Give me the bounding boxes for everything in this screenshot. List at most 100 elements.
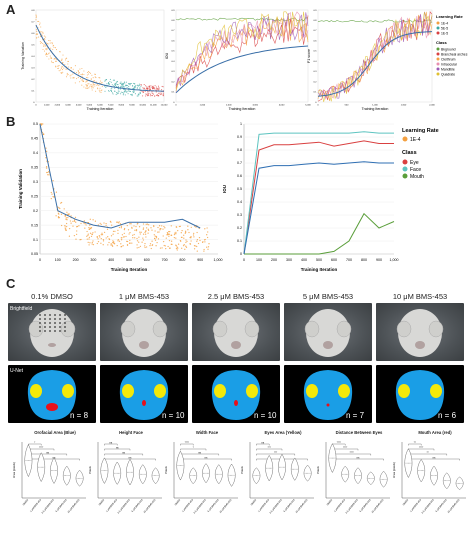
violin-xlabel: 10 μM BMS-453	[371, 498, 385, 514]
b1-point	[206, 236, 209, 239]
a1-point	[92, 87, 94, 89]
panel-b-plot1: 0 100 200 300 400 500 600 700 800 900 1,000 0.05 0.…	[18, 122, 223, 272]
b1-point	[131, 226, 133, 229]
a1-point	[73, 77, 75, 79]
segmentation-mask-icon	[303, 370, 353, 420]
a3-ytick: 0.6	[313, 40, 317, 42]
a1-point	[125, 81, 127, 83]
b1-point	[80, 222, 82, 225]
larva-head-icon	[28, 309, 76, 357]
a1-point	[64, 63, 66, 66]
significance-bracket	[408, 443, 422, 446]
brightfield-image	[100, 303, 188, 361]
b1-point	[86, 238, 88, 240]
a1-point	[159, 92, 161, 94]
a1-point	[122, 84, 125, 86]
b1-point	[175, 245, 178, 247]
b1-point	[176, 246, 178, 248]
a1-point	[132, 88, 134, 90]
b1-point	[46, 171, 48, 174]
sample-size-label: n = 6	[438, 411, 457, 420]
a1-point	[117, 90, 119, 92]
b1-xlabel: Training Iteration	[111, 267, 148, 272]
a3-xtick: 0	[317, 105, 319, 107]
b1-point	[92, 243, 95, 246]
a1-point	[89, 72, 92, 74]
a1-point	[150, 86, 152, 88]
b1-point	[70, 215, 72, 217]
a1-point	[128, 89, 130, 91]
brightfield-image	[192, 303, 280, 361]
a1-point	[140, 84, 142, 86]
a1-point	[110, 81, 112, 83]
a1-point	[111, 87, 113, 89]
b1-point	[120, 239, 123, 241]
b1-point	[118, 221, 120, 223]
a1-point	[139, 87, 141, 89]
b1-point	[117, 240, 119, 242]
a1-point	[147, 95, 149, 97]
b1-point	[63, 208, 65, 210]
b1-ytick: 0.15	[31, 223, 38, 227]
b1-point	[58, 216, 61, 219]
panel-letter-a: A	[6, 2, 16, 17]
a1-point	[85, 87, 87, 89]
a1-point	[54, 47, 57, 49]
b1-point	[132, 237, 134, 239]
a1-point	[65, 68, 67, 70]
b1-point	[136, 237, 138, 240]
a1-xlabel: Training Iteration	[87, 107, 114, 111]
a3-xtick: 2,000	[429, 105, 435, 107]
sample-size-label: n = 10	[162, 411, 185, 420]
b1-point	[163, 244, 165, 247]
a2-ytick: 0.7	[171, 30, 175, 32]
violin-xlabel: DMSO	[174, 499, 181, 507]
b1-point	[50, 191, 52, 194]
a1-point	[154, 85, 156, 87]
b2-series-face	[243, 131, 394, 255]
b1-point	[155, 245, 157, 247]
b1-point	[66, 219, 68, 221]
significance-label: ns	[205, 457, 208, 460]
b1-point	[136, 244, 138, 246]
b1-point	[185, 239, 187, 241]
panel-letter-c: C	[6, 276, 16, 291]
b1-point	[193, 248, 196, 250]
a1-point	[133, 90, 135, 92]
a1-point	[129, 84, 131, 86]
b2-ytick: 0.3	[237, 213, 242, 217]
a-legend-lr-title: Learning Rate	[436, 14, 463, 19]
b-legend-class-label: Eye	[410, 160, 419, 166]
b2-xtick: 0	[243, 258, 245, 262]
b1-point	[110, 244, 112, 246]
b1-point	[90, 235, 93, 238]
a1-point	[126, 86, 128, 89]
a1-point	[62, 62, 64, 64]
b1-point	[50, 197, 52, 200]
a-legend-lr-label: 1E-4	[441, 21, 448, 25]
b1-point	[116, 244, 118, 247]
a3-ytick: 0.1	[313, 92, 317, 94]
b1-point	[193, 236, 195, 238]
a1-point	[140, 90, 142, 92]
b1-point	[47, 174, 49, 176]
a1-point	[138, 85, 140, 87]
b1-point	[151, 229, 153, 231]
a1-point	[36, 37, 38, 39]
significance-label: ns	[109, 442, 112, 445]
significance-bracket	[256, 448, 283, 451]
a2-xtick: 5,000	[305, 105, 311, 107]
b1-point	[144, 242, 146, 245]
b1-point	[173, 236, 176, 239]
b1-point	[136, 240, 139, 242]
b1-point	[175, 237, 177, 239]
a1-point	[147, 94, 149, 96]
a1-point	[94, 83, 96, 86]
b1-point	[180, 232, 182, 234]
b1-point	[149, 244, 151, 247]
b1-point	[76, 225, 79, 228]
b1-point	[190, 240, 192, 242]
a1-point	[155, 94, 157, 97]
